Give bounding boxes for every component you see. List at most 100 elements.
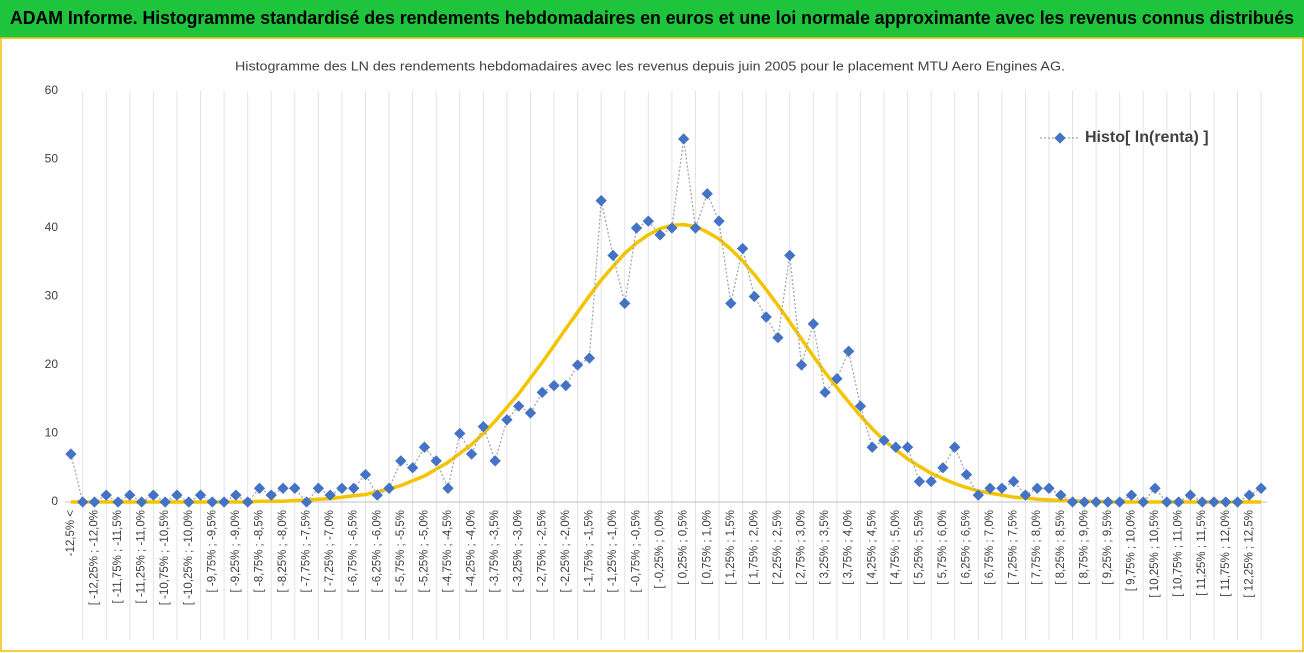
data-point bbox=[1090, 496, 1102, 508]
data-point bbox=[524, 407, 537, 419]
data-point bbox=[383, 482, 395, 494]
x-tick-label: [ 8,25% ; 8,5% bbox=[1055, 510, 1067, 585]
x-tick-label: [ 6,25% ; 6,5% bbox=[961, 510, 973, 585]
data-point bbox=[336, 482, 348, 494]
x-tick-label: [ 4,75% ; 5,0% bbox=[890, 510, 902, 585]
y-tick-label: 30 bbox=[45, 289, 59, 303]
data-point bbox=[854, 400, 867, 412]
data-point bbox=[713, 215, 725, 227]
data-point bbox=[689, 222, 702, 234]
data-point bbox=[937, 462, 949, 474]
data-point bbox=[1066, 496, 1079, 508]
x-tick-label: [ -1,75% ; -1,5% bbox=[583, 510, 595, 592]
y-tick-label: 50 bbox=[45, 152, 59, 166]
data-point bbox=[536, 386, 548, 399]
data-point bbox=[607, 249, 619, 262]
data-point bbox=[748, 290, 761, 303]
data-point bbox=[996, 482, 1008, 494]
data-point bbox=[312, 482, 325, 494]
data-point bbox=[890, 441, 902, 453]
data-point bbox=[583, 352, 596, 364]
y-tick-label: 10 bbox=[45, 426, 59, 440]
x-tick-label: [ 3,75% ; 4,0% bbox=[843, 510, 855, 585]
x-tick-label: [ 2,75% ; 3,0% bbox=[796, 510, 808, 585]
y-tick-label: 40 bbox=[45, 220, 59, 234]
data-point bbox=[1007, 475, 1020, 488]
x-tick-label: [ 9,25% ; 9,5% bbox=[1102, 510, 1114, 585]
data-point bbox=[1055, 489, 1067, 501]
x-tick-label: [ -3,75% ; -3,5% bbox=[489, 510, 501, 592]
y-tick-label: 20 bbox=[45, 357, 59, 371]
x-tick-label: [ -3,25% ; -3,0% bbox=[513, 510, 525, 592]
data-point bbox=[171, 489, 183, 501]
data-point bbox=[772, 331, 784, 344]
data-point bbox=[1172, 496, 1185, 508]
data-point bbox=[1231, 496, 1244, 508]
data-point bbox=[454, 427, 466, 440]
data-point bbox=[1043, 482, 1055, 494]
series-line bbox=[70, 138, 1262, 503]
data-point bbox=[289, 482, 301, 494]
x-tick-label: [ 5,75% ; 6,0% bbox=[937, 510, 949, 585]
data-point bbox=[925, 475, 937, 488]
chart-title: Histogramme des LN des rendements hebdom… bbox=[235, 58, 1065, 73]
data-point bbox=[595, 194, 607, 207]
data-point bbox=[124, 489, 136, 501]
data-point bbox=[300, 496, 313, 508]
data-point bbox=[112, 496, 124, 508]
data-point bbox=[619, 297, 631, 310]
data-point bbox=[359, 468, 372, 481]
x-tick-label: [ -0,25% ; 0,0% bbox=[654, 510, 666, 589]
data-point bbox=[678, 133, 690, 145]
data-point bbox=[960, 468, 973, 481]
legend-marker bbox=[1054, 132, 1066, 144]
x-tick-label: [ 0,25% ; 0,5% bbox=[678, 510, 690, 585]
data-point bbox=[878, 434, 890, 447]
data-point bbox=[795, 359, 808, 371]
x-tick-label: [ 10,25% ; 10,5% bbox=[1149, 510, 1161, 598]
data-point bbox=[1078, 496, 1090, 508]
x-tick-label: [ 12,25% ; 12,5% bbox=[1243, 510, 1255, 598]
x-tick-label: [ -7,25% ; -7,0% bbox=[324, 510, 336, 592]
legend-label: Histo[ ln(renta) ] bbox=[1085, 129, 1209, 146]
data-point bbox=[442, 482, 454, 494]
data-point bbox=[1243, 489, 1255, 501]
y-tick-label: 60 bbox=[45, 83, 59, 97]
data-point bbox=[701, 188, 713, 200]
x-tick-label: [ 7,75% ; 8,0% bbox=[1031, 510, 1043, 585]
data-point bbox=[807, 318, 819, 330]
y-tick-label: 0 bbox=[51, 494, 58, 508]
x-tick-label: [ 10,75% ; 11,0% bbox=[1173, 510, 1185, 597]
x-tick-label: [ 9,75% ; 10,0% bbox=[1126, 510, 1138, 591]
data-point bbox=[1161, 496, 1173, 508]
title-bar bbox=[0, 0, 1304, 38]
data-point bbox=[1220, 496, 1232, 508]
data-point bbox=[654, 229, 666, 241]
frame bbox=[0, 37, 1304, 652]
x-tick-label: [ -6,75% ; -6,5% bbox=[348, 510, 360, 592]
data-point bbox=[949, 441, 961, 453]
x-tick-label: [ -12,25% ; -12,0% bbox=[88, 510, 100, 605]
x-tick-label: [ -2,75% ; -2,5% bbox=[536, 510, 548, 592]
x-tick-label: [ -9,25% ; -9,0% bbox=[230, 510, 242, 592]
x-tick-label: [ 1,75% ; 2,0% bbox=[748, 510, 760, 585]
x-tick-label: [ -5,75% ; -5,5% bbox=[395, 510, 407, 592]
x-tick-label: [ -4,25% ; -4,0% bbox=[466, 510, 478, 592]
data-point bbox=[65, 448, 77, 460]
x-tick-label: [ 11,75% ; 12,0% bbox=[1220, 510, 1232, 597]
data-point bbox=[406, 462, 419, 474]
data-point bbox=[77, 496, 89, 508]
data-point bbox=[430, 455, 442, 467]
data-point bbox=[736, 242, 749, 255]
x-tick-label: [ -6,25% ; -6,0% bbox=[371, 510, 383, 592]
data-point bbox=[230, 489, 242, 501]
x-tick-label: [ -7,75% ; -7,5% bbox=[301, 510, 313, 592]
data-point bbox=[88, 496, 101, 508]
data-point bbox=[242, 496, 254, 508]
x-tick-label: [ 5,25% ; 5,5% bbox=[913, 510, 925, 585]
data-point bbox=[560, 379, 572, 392]
data-point bbox=[548, 379, 560, 392]
data-point bbox=[465, 448, 478, 460]
data-point bbox=[630, 222, 643, 234]
